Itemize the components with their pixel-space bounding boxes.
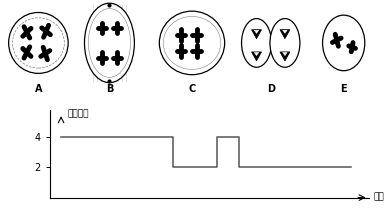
Polygon shape (280, 30, 290, 39)
Text: B: B (106, 84, 113, 94)
Text: A: A (35, 84, 42, 94)
Ellipse shape (242, 19, 271, 67)
Text: D: D (267, 84, 275, 94)
Polygon shape (283, 30, 287, 33)
Text: C: C (189, 84, 195, 94)
Ellipse shape (323, 15, 365, 71)
Polygon shape (252, 52, 262, 61)
Text: E: E (340, 84, 347, 94)
Ellipse shape (12, 18, 65, 68)
Ellipse shape (163, 16, 221, 69)
Polygon shape (283, 52, 287, 56)
Polygon shape (252, 30, 262, 39)
Text: 染色体数: 染色体数 (68, 109, 89, 119)
Ellipse shape (270, 19, 300, 67)
Polygon shape (254, 30, 259, 33)
Ellipse shape (159, 11, 225, 75)
Ellipse shape (88, 9, 131, 77)
Text: 时期: 时期 (373, 192, 384, 201)
Ellipse shape (84, 3, 134, 83)
Polygon shape (280, 52, 290, 61)
Ellipse shape (8, 12, 68, 73)
Polygon shape (254, 52, 259, 56)
